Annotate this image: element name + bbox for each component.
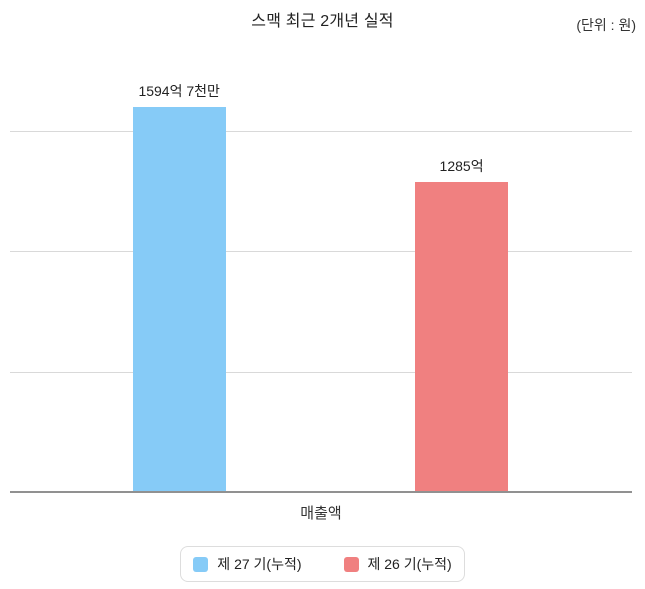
legend-item-label: 제 26 기(누적) <box>367 556 452 572</box>
legend-item-period-27[interactable]: 제 27 기(누적) <box>193 554 302 574</box>
bar-value-label: 1285억 <box>439 157 484 174</box>
chart-title: 스맥 최근 2개년 실적 <box>251 13 394 30</box>
unit-label: (단위 : 원) <box>576 17 636 33</box>
legend-item-label: 제 27 기(누적) <box>217 556 302 572</box>
bar-series-0[interactable] <box>132 107 226 491</box>
x-axis-line <box>10 491 632 493</box>
legend: 제 27 기(누적) 제 26 기(누적) <box>0 546 645 582</box>
gridline <box>10 251 632 253</box>
bar-series-1[interactable] <box>415 181 509 491</box>
gridline <box>10 130 632 132</box>
legend-swatch-blue-icon <box>193 556 209 572</box>
legend-item-period-26[interactable]: 제 26 기(누적) <box>343 554 452 574</box>
legend-swatch-red-icon <box>343 556 359 572</box>
x-axis-category-label: 매출액 <box>300 505 342 522</box>
bar-value-label: 1594억 7천만 <box>138 83 220 99</box>
gridline <box>10 371 632 373</box>
plot-area: 1594억 7천만 1285억 <box>10 0 632 493</box>
legend-box: 제 27 기(누적) 제 26 기(누적) <box>180 546 465 582</box>
